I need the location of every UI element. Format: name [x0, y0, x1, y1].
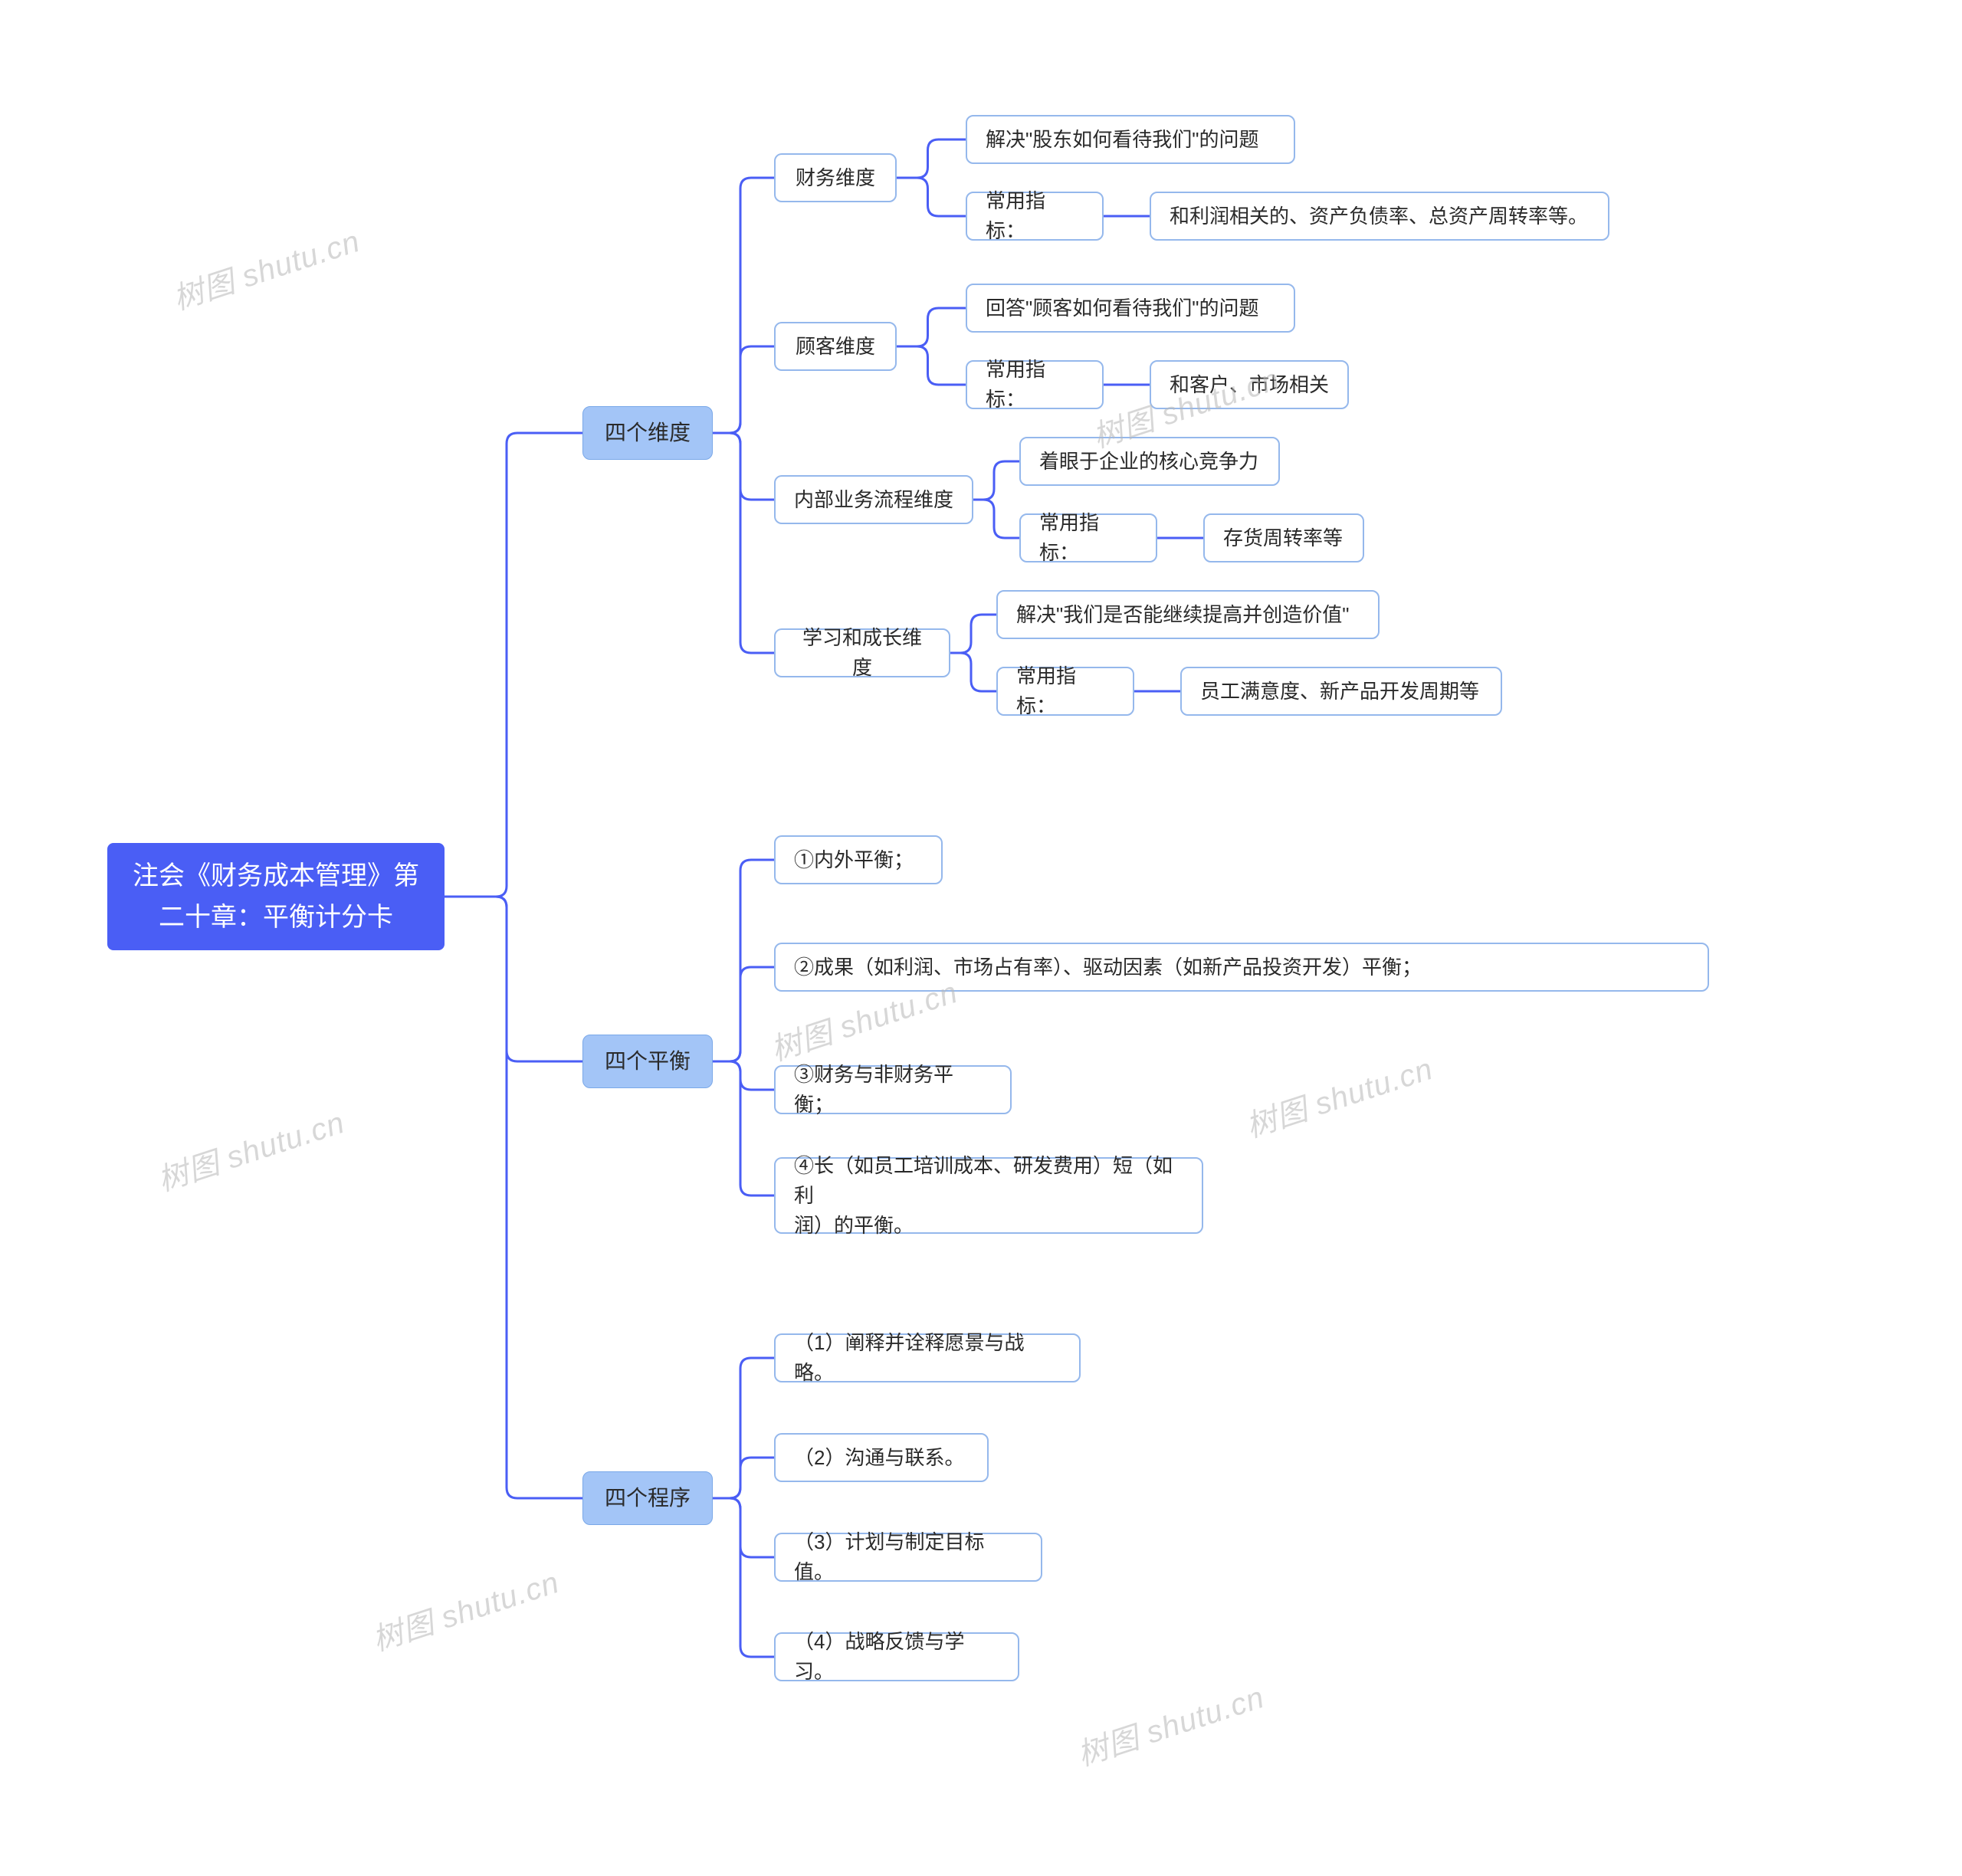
node-cust2: 常用指标：: [966, 360, 1104, 409]
node-b_learn: 学习和成长维度: [774, 628, 950, 677]
node-proc2: 常用指标：: [1019, 513, 1157, 562]
node-prog3: （3）计划与制定目标值。: [774, 1533, 1042, 1582]
edge-l1a-b_proc: [713, 433, 774, 500]
watermark: 树图 shutu.cn: [1071, 1672, 1269, 1774]
node-b_proc: 内部业务流程维度: [774, 475, 973, 524]
watermark: 树图 shutu.cn: [166, 216, 365, 318]
node-bal2: ②成果（如利润、市场占有率）、驱动因素（如新产品投资开发）平衡；: [774, 943, 1709, 992]
edge-root-l1c: [445, 897, 582, 1498]
edge-l1b-bal3: [713, 1061, 774, 1090]
edge-l1c-prog2: [713, 1458, 774, 1498]
edge-root-l1b: [445, 897, 582, 1061]
watermark: 树图 shutu.cn: [151, 1097, 349, 1199]
node-fin2: 常用指标：: [966, 192, 1104, 241]
edge-b_learn-learn1: [950, 615, 996, 653]
edge-b_proc-proc2: [973, 500, 1019, 538]
node-b_fin: 财务维度: [774, 153, 897, 202]
edge-l1c-prog3: [713, 1498, 774, 1557]
edge-b_cust-cust2: [897, 346, 966, 385]
node-learn1: 解决"我们是否能继续提高并创造价值": [996, 590, 1380, 639]
edge-l1b-bal4: [713, 1061, 774, 1195]
node-cust2a: 和客户、市场相关: [1150, 360, 1349, 409]
node-learn2: 常用指标：: [996, 667, 1134, 716]
watermark: 树图 shutu.cn: [1239, 1044, 1438, 1146]
node-bal1: ①内外平衡；: [774, 835, 943, 884]
node-root: 注会《财务成本管理》第 二十章：平衡计分卡: [107, 843, 445, 950]
edge-b_cust-cust1: [897, 308, 966, 346]
edge-b_fin-fin2: [897, 178, 966, 216]
edge-b_proc-proc1: [973, 461, 1019, 500]
node-l1a: 四个维度: [582, 406, 713, 460]
node-prog2: （2）沟通与联系。: [774, 1433, 989, 1482]
mindmap-canvas: 注会《财务成本管理》第 二十章：平衡计分卡 四个维度四个平衡四个程序 财务维度顾客维…: [0, 0, 1962, 1876]
node-prog4: （4）战略反馈与学习。: [774, 1632, 1019, 1681]
node-b_cust: 顾客维度: [774, 322, 897, 371]
node-cust1: 回答"顾客如何看待我们"的问题: [966, 284, 1295, 333]
node-learn2a: 员工满意度、新产品开发周期等: [1180, 667, 1502, 716]
node-bal3: ③财务与非财务平衡；: [774, 1065, 1012, 1114]
node-fin1: 解决"股东如何看待我们"的问题: [966, 115, 1295, 164]
node-fin2a: 和利润相关的、资产负债率、总资产周转率等。: [1150, 192, 1609, 241]
edge-l1c-prog1: [713, 1358, 774, 1498]
edge-l1a-b_learn: [713, 433, 774, 653]
node-l1b: 四个平衡: [582, 1035, 713, 1088]
edge-l1a-b_cust: [713, 346, 774, 433]
node-l1c: 四个程序: [582, 1471, 713, 1525]
edge-l1a-b_fin: [713, 178, 774, 433]
node-prog1: （1）阐释并诠释愿景与战略。: [774, 1333, 1081, 1382]
node-proc1: 着眼于企业的核心竞争力: [1019, 437, 1280, 486]
watermark: 树图 shutu.cn: [366, 1557, 564, 1659]
edge-l1c-prog4: [713, 1498, 774, 1657]
edge-root-l1a: [445, 433, 582, 897]
edge-l1b-bal2: [713, 967, 774, 1061]
edge-b_fin-fin1: [897, 139, 966, 178]
edge-b_learn-learn2: [950, 653, 996, 691]
node-bal4: ④长（如员工培训成本、研发费用）短（如利 润）的平衡。: [774, 1157, 1203, 1234]
edge-l1b-bal1: [713, 860, 774, 1061]
node-proc2a: 存货周转率等: [1203, 513, 1364, 562]
